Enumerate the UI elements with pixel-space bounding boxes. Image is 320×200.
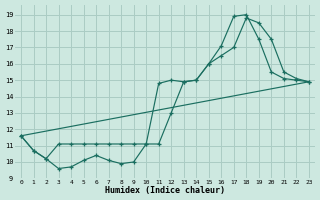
X-axis label: Humidex (Indice chaleur): Humidex (Indice chaleur): [105, 186, 225, 195]
